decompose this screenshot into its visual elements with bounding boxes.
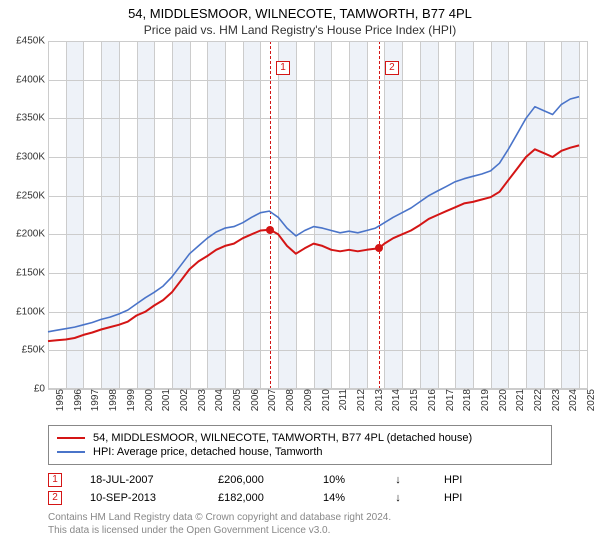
x-axis-label: 2022 — [531, 389, 544, 411]
x-axis-label: 2016 — [425, 389, 438, 411]
down-arrow-icon: ↓ — [380, 474, 416, 486]
y-axis-label: £50K — [22, 345, 48, 356]
x-axis-label: 2005 — [230, 389, 243, 411]
x-axis-label: 2021 — [513, 389, 526, 411]
attribution: Contains HM Land Registry data © Crown c… — [48, 511, 552, 537]
marker-table-pct: 10% — [316, 474, 352, 486]
marker-table-price: £182,000 — [218, 492, 288, 504]
marker-table-price: £206,000 — [218, 474, 288, 486]
marker-table-num: 2 — [48, 491, 62, 505]
y-axis-label: £200K — [16, 229, 48, 240]
marker-table-ref: HPI — [444, 474, 474, 486]
x-axis-label: 2009 — [301, 389, 314, 411]
x-axis-label: 2023 — [549, 389, 562, 411]
down-arrow-icon: ↓ — [380, 492, 416, 504]
x-axis-label: 2020 — [496, 389, 509, 411]
x-axis-label: 2014 — [389, 389, 402, 411]
x-axis-label: 2001 — [159, 389, 172, 411]
legend-box: 54, MIDDLESMOOR, WILNECOTE, TAMWORTH, B7… — [48, 425, 552, 465]
chart-container: 54, MIDDLESMOOR, WILNECOTE, TAMWORTH, B7… — [0, 0, 600, 560]
marker-table-date: 18-JUL-2007 — [90, 474, 190, 486]
legend-label: 54, MIDDLESMOOR, WILNECOTE, TAMWORTH, B7… — [93, 432, 472, 444]
attribution-line1: Contains HM Land Registry data © Crown c… — [48, 511, 552, 524]
x-axis-label: 2002 — [177, 389, 190, 411]
y-axis-label: £300K — [16, 152, 48, 163]
x-axis-label: 2007 — [265, 389, 278, 411]
marker-table-row: 1 18-JUL-2007 £206,000 10% ↓ HPI — [48, 471, 552, 489]
y-axis-label: £400K — [16, 74, 48, 85]
y-axis-label: £350K — [16, 113, 48, 124]
legend-label: HPI: Average price, detached house, Tamw… — [93, 446, 323, 458]
x-axis-label: 2006 — [248, 389, 261, 411]
x-axis-label: 2003 — [195, 389, 208, 411]
y-axis-label: £0 — [34, 384, 48, 395]
x-axis-label: 1995 — [53, 389, 66, 411]
marker-table-ref: HPI — [444, 492, 474, 504]
x-axis-label: 2000 — [142, 389, 155, 411]
x-axis-label: 1997 — [88, 389, 101, 411]
marker-table: 1 18-JUL-2007 £206,000 10% ↓ HPI 2 10-SEP-2013 £… — [48, 471, 552, 507]
marker-table-date: 10-SEP-2013 — [90, 492, 190, 504]
x-axis-label: 2025 — [584, 389, 597, 411]
x-axis-label: 2012 — [354, 389, 367, 411]
x-axis-label: 1998 — [106, 389, 119, 411]
series-hpi — [48, 97, 579, 332]
x-axis-label: 2011 — [336, 389, 349, 411]
x-axis-label: 1996 — [71, 389, 84, 411]
legend-swatch — [57, 451, 85, 453]
series-price_paid — [48, 145, 579, 341]
x-axis-label: 2010 — [319, 389, 332, 411]
attribution-line2: This data is licensed under the Open Gov… — [48, 524, 552, 537]
y-axis-label: £100K — [16, 306, 48, 317]
x-axis-label: 2015 — [407, 389, 420, 411]
y-axis-label: £450K — [16, 36, 48, 47]
x-axis-label: 2013 — [372, 389, 385, 411]
x-axis-label: 2008 — [283, 389, 296, 411]
x-axis-label: 2017 — [443, 389, 456, 411]
legend-item: 54, MIDDLESMOOR, WILNECOTE, TAMWORTH, B7… — [57, 431, 543, 445]
chart-plot-area: £0£50K£100K£150K£200K£250K£300K£350K£400… — [48, 41, 588, 389]
y-axis-label: £250K — [16, 190, 48, 201]
legend-item: HPI: Average price, detached house, Tamw… — [57, 445, 543, 459]
x-axis-label: 2004 — [212, 389, 225, 411]
chart-title: 54, MIDDLESMOOR, WILNECOTE, TAMWORTH, B7… — [0, 0, 600, 21]
marker-table-pct: 14% — [316, 492, 352, 504]
x-axis-label: 2024 — [566, 389, 579, 411]
marker-table-row: 2 10-SEP-2013 £182,000 14% ↓ HPI — [48, 489, 552, 507]
x-axis-label: 2019 — [478, 389, 491, 411]
x-axis-label: 2018 — [460, 389, 473, 411]
marker-table-num: 1 — [48, 473, 62, 487]
x-axis-label: 1999 — [124, 389, 137, 411]
chart-subtitle: Price paid vs. HM Land Registry's House … — [0, 21, 600, 41]
y-axis-label: £150K — [16, 268, 48, 279]
legend-swatch — [57, 437, 85, 439]
